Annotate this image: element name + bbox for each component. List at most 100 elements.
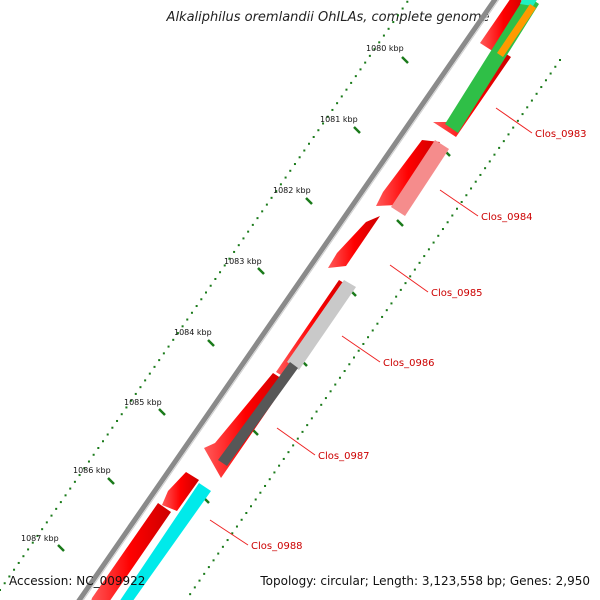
gene-label-clos-0985: Clos_0985 (431, 288, 483, 299)
tick-dot (190, 311, 193, 314)
genome-info-text: Topology: circular; Length: 3,123,558 bp… (260, 574, 590, 588)
cds-light-grey-block (287, 280, 356, 370)
tick-dot (41, 528, 44, 531)
major-tick (257, 267, 265, 275)
tick-dot (315, 410, 318, 413)
tick-dot (22, 555, 25, 558)
ruler-label: 1084 kbp (174, 328, 212, 337)
tick-dot (382, 34, 385, 37)
tick-dot (306, 424, 309, 427)
genome-backbone-highlight (82, 0, 500, 600)
tick-dot (406, 0, 409, 3)
gene-label-clos-0986: Clos_0986 (383, 358, 435, 369)
gene-label-clos-0983: Clos_0983 (535, 129, 587, 140)
tick-dot (282, 457, 285, 460)
tick-dot (205, 291, 207, 294)
tick-dot (69, 487, 72, 490)
tick-dot (116, 419, 119, 422)
major-ticks (57, 56, 451, 552)
accession-text: Accession: NC_009922 (9, 574, 146, 588)
tick-dot (209, 284, 212, 287)
tick-dot (535, 92, 538, 95)
tick-dot (106, 433, 109, 436)
tick-dot (181, 325, 184, 328)
tick-dot (193, 586, 196, 589)
tick-dot (120, 413, 123, 416)
tick-dot (265, 203, 268, 206)
tick-dot (376, 322, 379, 325)
tick-dot (334, 383, 337, 386)
tick-dot (212, 559, 215, 562)
tick-dot (336, 102, 339, 105)
major-tick (353, 126, 361, 134)
tick-dot (231, 532, 234, 535)
tick-dot (418, 261, 421, 264)
tick-dot (413, 268, 416, 271)
tick-dot (3, 582, 6, 585)
tick-dot (97, 447, 100, 450)
tick-dot (279, 183, 282, 186)
major-tick (107, 477, 115, 485)
forward-cds-track (91, 0, 527, 600)
ruler-label: 1081 kbp (320, 115, 358, 124)
tick-dot (130, 399, 133, 402)
tick-dot (259, 491, 262, 494)
tick-dot (312, 135, 315, 138)
tick-dot (378, 41, 381, 44)
tick-dot (144, 379, 147, 382)
tick-dot (223, 264, 226, 267)
tick-dot (348, 363, 351, 366)
tick-dot (254, 498, 257, 501)
tick-dot (0, 589, 1, 591)
tick-dot (73, 480, 76, 483)
tick-dot (273, 471, 276, 474)
tick-dot (507, 133, 510, 136)
tick-dot (207, 566, 210, 569)
reverse-cds-track (120, 0, 539, 600)
cds-arrow-block (91, 503, 171, 600)
tick-dot (432, 241, 435, 244)
tick-dot (441, 228, 444, 231)
tick-dot (516, 119, 519, 122)
genome-backbone (76, 0, 498, 600)
tick-dot (36, 534, 39, 537)
tick-dot (264, 484, 267, 487)
tick-dot (373, 48, 376, 51)
tick-dot (526, 106, 529, 109)
tick-dot (50, 514, 53, 517)
tick-dot (362, 342, 365, 345)
ruler-label: 1086 kbp (73, 466, 111, 475)
tick-dot (359, 68, 362, 71)
tick-dot (544, 79, 547, 82)
tick-dot (275, 190, 278, 193)
tick-dot (221, 545, 224, 548)
tick-dot (293, 163, 296, 166)
gene-leader-line (341, 335, 381, 363)
tick-dot (242, 237, 245, 240)
ruler-label: 1087 kbp (21, 534, 59, 543)
tick-dot (268, 478, 271, 481)
cds-arrow-block (328, 216, 380, 268)
gene-labels: Clos_0983 Clos_0984 Clos_0985 Clos_0986 … (251, 129, 587, 552)
tick-dot (139, 386, 142, 389)
tick-dot (270, 196, 273, 199)
tick-dot (350, 81, 353, 84)
gene-leader-line (389, 264, 429, 293)
tick-dot (153, 365, 156, 368)
tick-dot (559, 59, 561, 61)
gene-leader-line (439, 189, 479, 217)
tick-dot (245, 512, 248, 515)
ruler-label: 1085 kbp (124, 398, 162, 407)
tick-dot (446, 221, 449, 224)
tick-dot (251, 223, 254, 226)
tick-dot (404, 282, 407, 285)
tick-dot (158, 359, 161, 362)
cds-cyan-top (520, 0, 537, 6)
cds-pink-block (391, 140, 449, 216)
tick-dot (324, 397, 327, 400)
tick-dot (301, 430, 304, 433)
tick-dot (78, 474, 81, 477)
tick-dot (226, 539, 229, 542)
tick-dot (111, 426, 114, 429)
major-tick (396, 219, 404, 227)
